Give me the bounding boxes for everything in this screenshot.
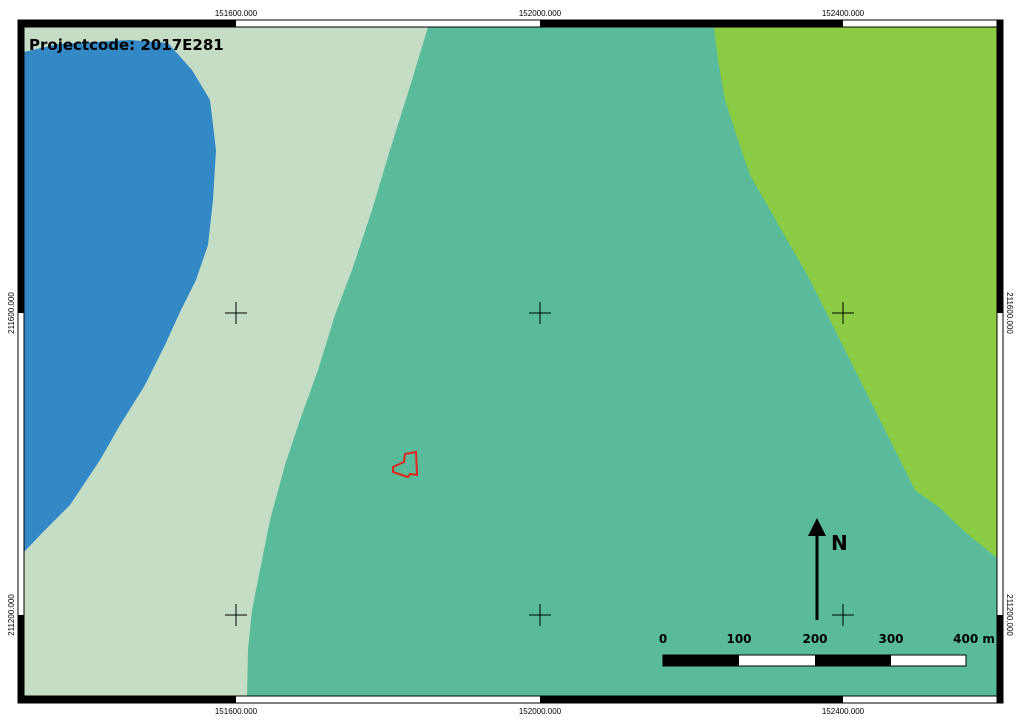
map-frame [17,19,1004,704]
zone-blue [24,40,216,552]
grid-cross-icon [832,604,854,626]
y-coord-label-left: 211200.000 [7,594,16,636]
y-coord-label-left: 211600.000 [7,292,16,334]
grid-cross-icon [529,604,551,626]
x-coord-label-top: 151600.000 [215,9,258,18]
grid-cross-icon [225,302,247,324]
x-coord-label-bottom: 152000.000 [519,707,562,716]
x-coord-label-bottom: 152400.000 [822,707,865,716]
x-coord-label-bottom: 151600.000 [215,707,258,716]
grid-crosses [225,302,854,626]
project-code-label: Projectcode: 2017E281 [29,36,224,54]
y-coord-label-right: 211200.000 [1005,594,1014,636]
zone-green [714,27,997,558]
scale-label: 0 [659,632,667,646]
scale-bar [662,654,967,667]
scale-label: 300 [878,632,903,646]
y-coord-label-right: 211600.000 [1005,292,1014,334]
site-outline [392,450,419,479]
grid-cross-icon [225,604,247,626]
scale-label: 100 [726,632,751,646]
grid-cross-icon [832,302,854,324]
north-arrow-icon [808,518,826,620]
grid-cross-icon [529,302,551,324]
north-label: N [831,531,848,555]
scale-label: 400 m [953,632,995,646]
x-coord-label-top: 152000.000 [519,9,562,18]
scale-label: 200 [802,632,827,646]
x-coord-label-top: 152400.000 [822,9,865,18]
